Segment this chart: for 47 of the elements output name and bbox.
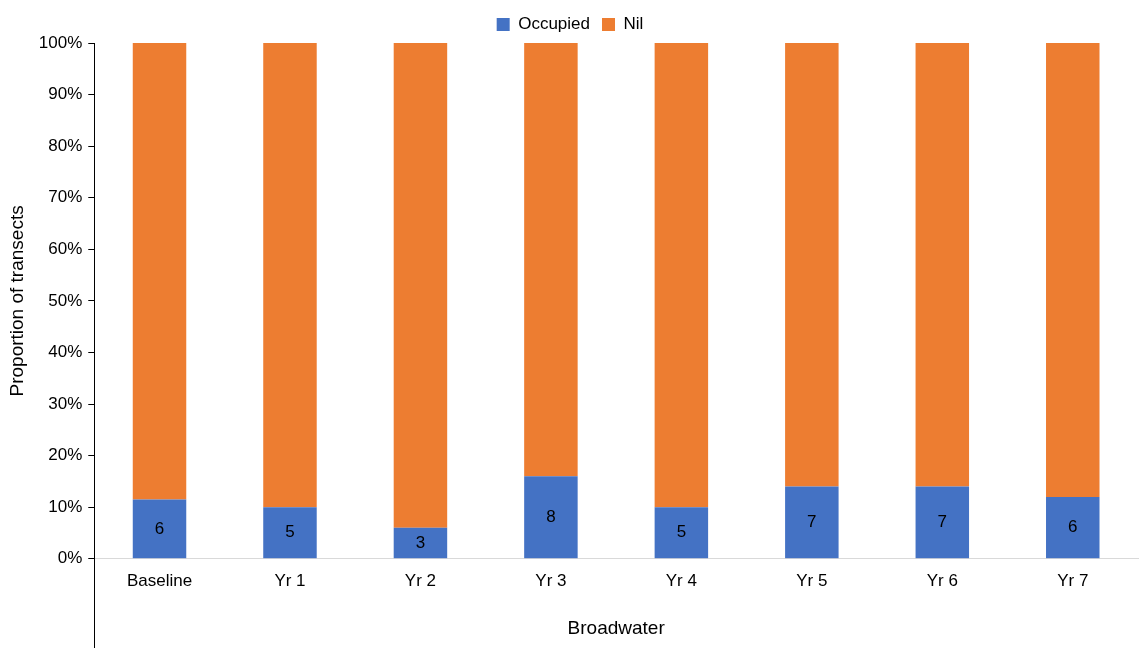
x-tick-label: Yr 1	[274, 570, 306, 590]
y-tick-label: 100%	[38, 32, 83, 52]
legend-label: Occupied	[518, 14, 590, 34]
bar	[915, 486, 970, 559]
bar	[263, 507, 317, 559]
y-tick-label: 50%	[48, 290, 83, 310]
bar	[785, 486, 839, 559]
annotation: 8	[546, 506, 556, 526]
x-tick-label: Baseline	[126, 570, 193, 590]
annotation: 6	[154, 518, 165, 538]
annotation: 3	[415, 532, 426, 552]
y-tick-label: 90%	[48, 84, 83, 104]
bar	[1046, 43, 1100, 497]
annotation: 7	[937, 512, 948, 532]
bar	[654, 43, 709, 508]
annotation: 7	[807, 512, 817, 532]
bar	[524, 476, 578, 559]
y-tick-label: 40%	[48, 342, 83, 362]
x-tick-label: Yr 5	[796, 570, 828, 590]
x-tick-label: Yr 6	[926, 570, 958, 590]
y-tick-label: 70%	[48, 187, 83, 207]
bar	[915, 43, 970, 487]
x-tick-label: Yr 4	[665, 570, 697, 590]
annotation: 6	[1068, 517, 1078, 537]
bar	[1046, 496, 1100, 559]
y-tick-label: 30%	[48, 393, 83, 413]
annotation: 5	[285, 522, 295, 542]
x-tick-label: Yr 3	[535, 570, 567, 590]
bar	[393, 43, 448, 528]
bar	[263, 43, 317, 508]
bar	[785, 43, 839, 487]
bar	[132, 499, 187, 559]
y-tick-label: 0%	[57, 548, 83, 568]
legend-label: Nil	[623, 14, 644, 34]
y-tick-label: 10%	[48, 496, 83, 516]
bar	[654, 507, 709, 559]
y-tick-label: 20%	[48, 445, 83, 465]
annotation: 5	[676, 522, 687, 542]
x-tick-label: Yr 2	[404, 570, 437, 590]
x-axis-title: Broadwater	[567, 616, 666, 638]
bar	[132, 43, 187, 500]
bar	[393, 527, 448, 559]
y-axis-title: Proportion of transects	[5, 205, 27, 397]
bar	[524, 43, 578, 477]
y-tick-label: 60%	[48, 239, 83, 259]
x-tick-label: Yr 7	[1057, 570, 1089, 590]
y-tick-label: 80%	[48, 135, 83, 155]
